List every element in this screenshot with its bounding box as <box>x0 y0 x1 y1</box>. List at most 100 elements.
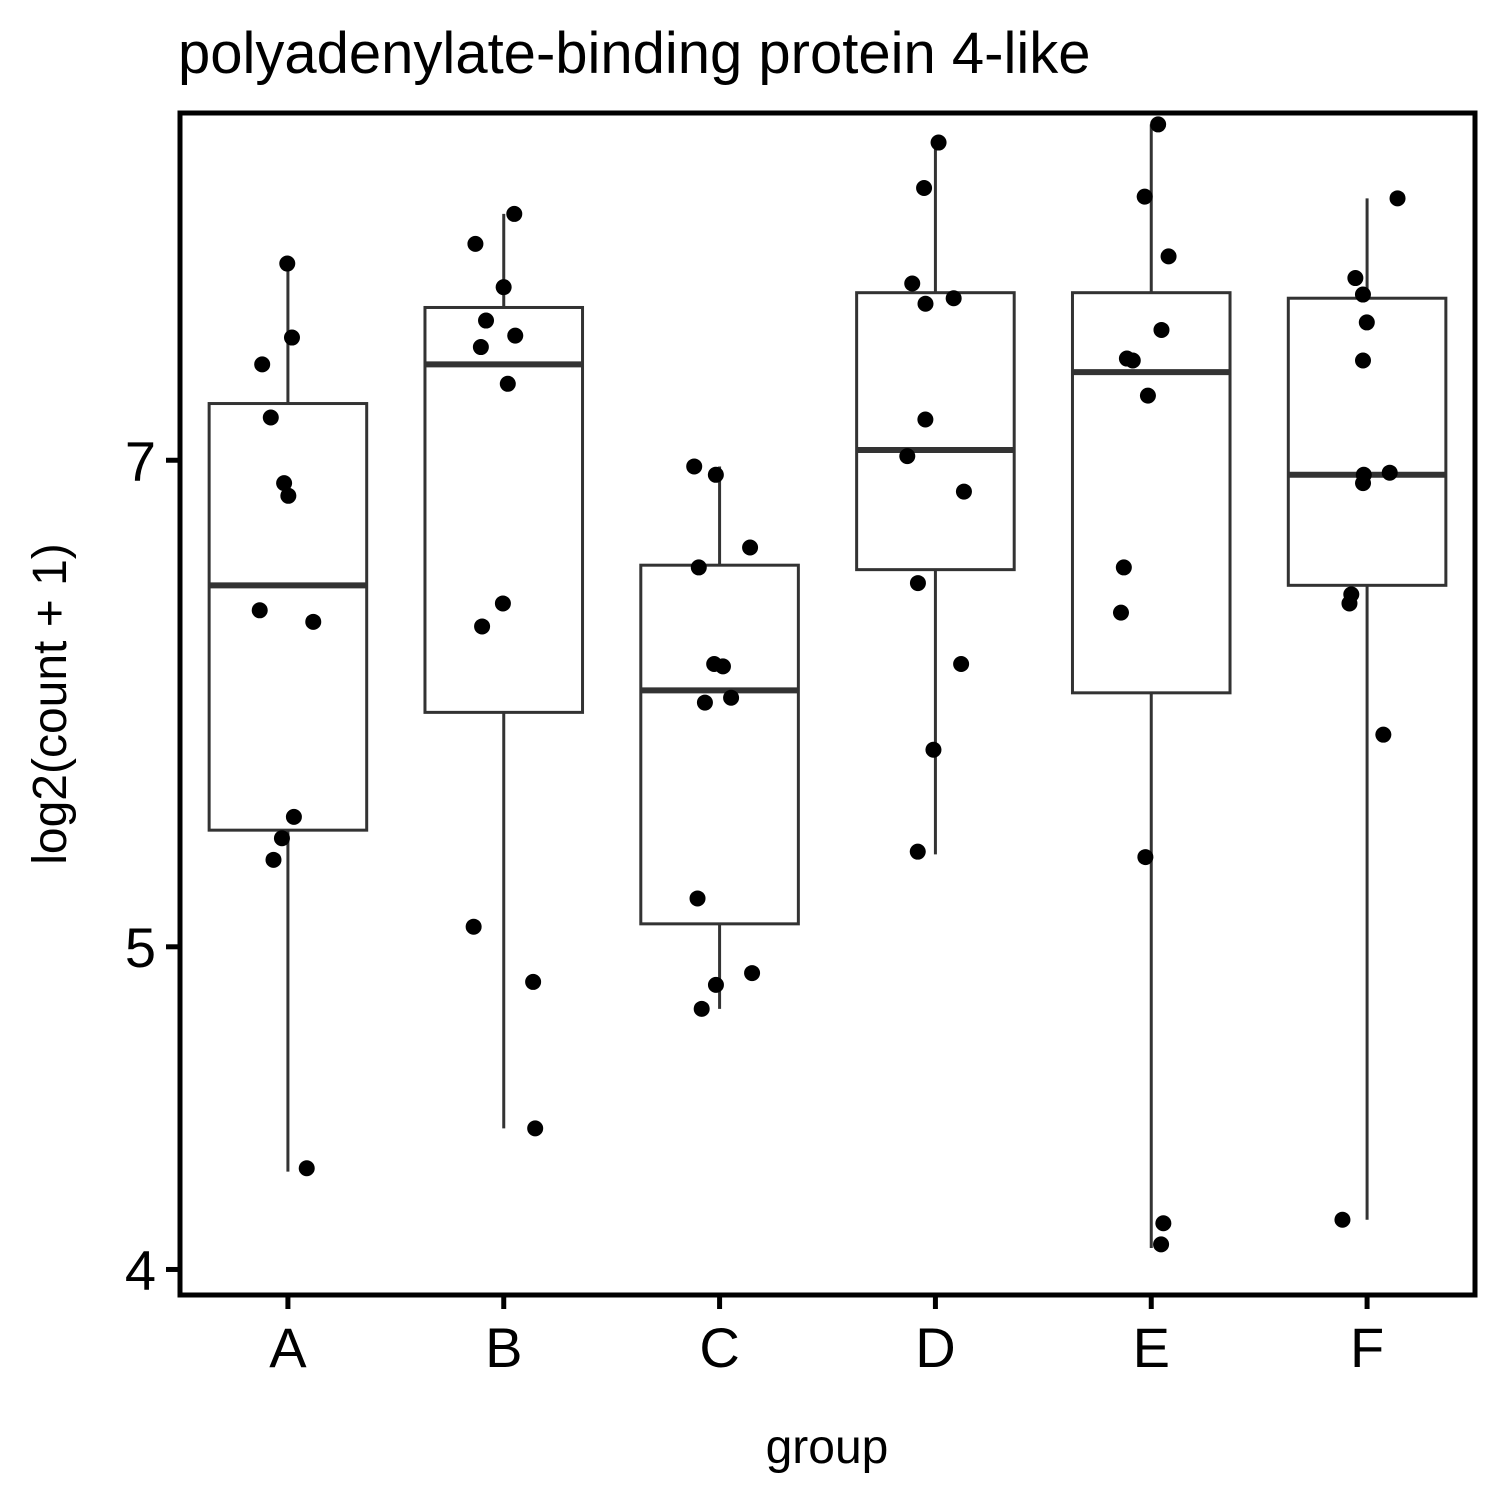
data-point <box>1153 321 1170 338</box>
points-group-c <box>686 458 761 1017</box>
data-point <box>499 375 516 392</box>
data-point <box>279 255 296 272</box>
data-point <box>707 466 724 483</box>
data-point <box>280 487 297 504</box>
data-point <box>714 658 731 675</box>
data-point <box>904 275 921 292</box>
data-point <box>1334 1211 1351 1228</box>
x-tick-label: B <box>485 1316 522 1379</box>
data-point <box>1160 248 1177 265</box>
points-group-f <box>1334 190 1406 1228</box>
y-tick-label: 5 <box>125 916 156 979</box>
x-tick-label: C <box>699 1316 739 1379</box>
data-point <box>494 595 511 612</box>
y-tick-label: 4 <box>125 1238 156 1301</box>
data-point <box>1354 286 1371 303</box>
data-point <box>1341 595 1358 612</box>
y-axis-title: log2(count + 1) <box>24 543 77 865</box>
x-tick-label: F <box>1350 1316 1384 1379</box>
data-point <box>1153 1236 1170 1253</box>
data-point <box>1381 464 1398 481</box>
data-point <box>251 602 268 619</box>
data-point <box>506 205 523 222</box>
data-point <box>525 973 542 990</box>
data-point <box>254 356 271 373</box>
data-point <box>1139 387 1156 404</box>
data-point <box>1137 849 1154 866</box>
box-f <box>1286 296 1448 587</box>
x-axis-title: group <box>766 1421 889 1474</box>
data-point <box>474 618 491 635</box>
data-point <box>916 180 933 197</box>
data-point <box>899 448 916 465</box>
data-point <box>1354 352 1371 369</box>
data-point <box>945 290 962 307</box>
data-point <box>1355 475 1372 492</box>
box-group-e <box>1070 124 1232 1248</box>
data-point <box>283 329 300 346</box>
data-point <box>917 295 934 312</box>
box-group-a <box>207 263 369 1172</box>
x-axis: A B C D E F <box>269 1295 1384 1379</box>
data-point <box>742 539 759 556</box>
data-point <box>305 613 322 630</box>
data-point <box>917 411 934 428</box>
box-e <box>1070 291 1232 695</box>
data-point <box>1124 352 1141 369</box>
data-point <box>265 851 282 868</box>
data-point <box>1375 726 1392 743</box>
data-point <box>262 409 279 426</box>
box-c <box>639 563 800 926</box>
data-point <box>925 741 942 758</box>
data-point <box>472 339 489 356</box>
points-group-e <box>1112 116 1177 1253</box>
plot-area <box>207 116 1448 1253</box>
data-point <box>527 1120 544 1137</box>
box-group-b <box>423 213 585 1129</box>
data-point <box>1150 116 1167 133</box>
data-point <box>909 843 926 860</box>
data-point <box>1358 314 1375 331</box>
data-point <box>953 656 970 673</box>
data-point <box>467 235 484 252</box>
data-point <box>507 327 524 344</box>
data-point <box>298 1160 315 1177</box>
data-point <box>689 890 706 907</box>
box-a <box>207 402 369 832</box>
data-point <box>1347 270 1364 287</box>
data-point <box>690 559 707 576</box>
data-point <box>1115 559 1132 576</box>
data-point <box>465 918 482 935</box>
box-b <box>423 305 585 714</box>
data-point <box>955 483 972 500</box>
data-point <box>273 830 290 847</box>
points-group-d <box>899 134 972 860</box>
data-point <box>744 965 761 982</box>
data-point <box>1136 188 1153 205</box>
data-point <box>909 575 926 592</box>
x-tick-label: D <box>915 1316 955 1379</box>
data-point <box>276 475 293 492</box>
data-point <box>1389 190 1406 207</box>
data-point <box>723 689 740 706</box>
data-point <box>686 458 703 475</box>
data-point <box>1112 604 1129 621</box>
plot-panel-border <box>177 110 1478 1298</box>
data-point <box>1155 1215 1172 1232</box>
data-point <box>696 694 713 711</box>
y-tick-label: 7 <box>125 429 156 492</box>
points-group-b <box>465 205 544 1137</box>
box-group-c <box>639 466 800 1009</box>
box-d <box>855 291 1016 572</box>
data-point <box>693 1000 710 1017</box>
data-point <box>478 312 495 329</box>
x-tick-label: A <box>269 1316 307 1379</box>
data-point <box>707 976 724 993</box>
data-point <box>930 134 947 151</box>
x-tick-label: E <box>1133 1316 1170 1379</box>
box-group-f <box>1286 198 1448 1220</box>
box-group-d <box>855 142 1016 855</box>
data-point <box>285 808 302 825</box>
y-axis: 4 5 7 <box>125 429 180 1301</box>
